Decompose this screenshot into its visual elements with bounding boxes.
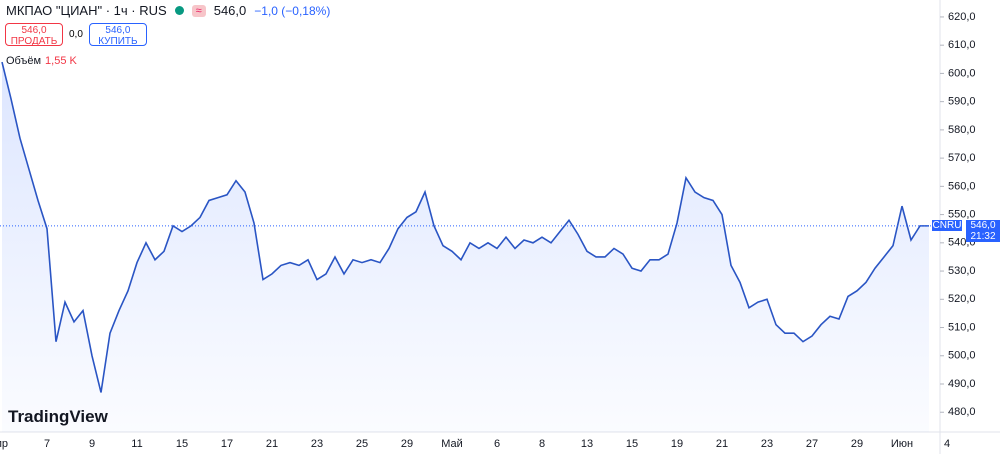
x-tick-label: 6	[494, 438, 500, 450]
change: −1,0 (−0,18%)	[254, 3, 331, 18]
y-tick-label: 600,0	[948, 67, 976, 79]
x-tick-label: 21	[266, 438, 278, 450]
x-tick-label: 29	[851, 438, 863, 450]
ticker-tag: CNRU	[932, 219, 962, 231]
sell-button[interactable]: 546,0 ПРОДАТЬ	[5, 23, 63, 47]
spread: 0,0	[69, 29, 83, 40]
volume-value: 1,55 K	[45, 55, 77, 67]
buy-button[interactable]: 546,0 КУПИТЬ	[88, 23, 147, 47]
x-tick-label: 15	[626, 438, 638, 450]
x-tick-label: 13	[581, 438, 593, 450]
header: МКПАО "ЦИАН" · 1ч · RUS ≈ 546,0 −1,0 (−0…	[6, 3, 330, 18]
y-tick-label: 580,0	[948, 124, 976, 136]
y-tick-label: 590,0	[948, 96, 976, 108]
x-tick-label: 11	[131, 438, 142, 450]
symbol[interactable]: МКПАО "ЦИАН" · 1ч · RUS	[6, 3, 167, 18]
buy-price: 546,0	[105, 25, 131, 36]
last-price: 546,0	[970, 219, 996, 231]
volume-label: Объём	[6, 55, 42, 67]
x-tick-label: 23	[761, 438, 773, 450]
logo: TradingView	[8, 407, 108, 426]
x-tick-label: 7	[44, 438, 50, 450]
area	[2, 62, 929, 432]
y-tick-label: 490,0	[948, 378, 976, 390]
x-tick-label: 23	[311, 438, 323, 450]
y-tick-label: 500,0	[948, 350, 976, 362]
y-tick-label: 510,0	[948, 321, 976, 333]
y-tick-label: 530,0	[948, 265, 976, 277]
x-tick-label: 19	[671, 438, 683, 450]
x-tick-label: 27	[806, 438, 818, 450]
price-tag: 546,0 21:32	[966, 219, 1000, 242]
y-tick-label: 570,0	[948, 152, 976, 164]
price-line	[1, 61, 929, 393]
sell-label: ПРОДАТЬ	[10, 36, 58, 47]
x-tick-label: 8	[539, 438, 545, 450]
x-tick-label: 29	[401, 438, 413, 450]
x-tick-label: 17	[221, 438, 233, 450]
buy-label: КУПИТЬ	[98, 36, 138, 47]
x-tick-label: 25	[356, 438, 368, 450]
x-tick-label: 9	[89, 438, 95, 450]
x-tick-label: пр	[0, 438, 8, 450]
x-tick-label: Июн	[891, 438, 913, 450]
y-tick-label: 480,0	[948, 406, 976, 418]
x-tick-label: Май	[441, 438, 463, 450]
time-tag: 21:32	[970, 230, 996, 242]
x-tick-label: 4	[944, 438, 950, 450]
quote: 546,0	[213, 3, 247, 18]
x-tick-label: 15	[176, 438, 188, 450]
y-tick-label: 620,0	[948, 11, 976, 23]
y-tick-label: 560,0	[948, 180, 976, 192]
trade-buttons: 546,0 ПРОДАТЬ 0,0 546,0 КУПИТЬ	[5, 23, 147, 47]
sell-price: 546,0	[21, 25, 47, 36]
status-icon: ≈	[191, 4, 206, 17]
status-dot	[174, 6, 184, 15]
y-tick-label: 520,0	[948, 293, 976, 305]
volume-legend: Объём 1,55 K	[6, 55, 77, 67]
y-tick-label: 550,0	[948, 208, 976, 220]
x-tick-label: 21	[716, 438, 728, 450]
y-tick-label: 610,0	[948, 39, 976, 51]
